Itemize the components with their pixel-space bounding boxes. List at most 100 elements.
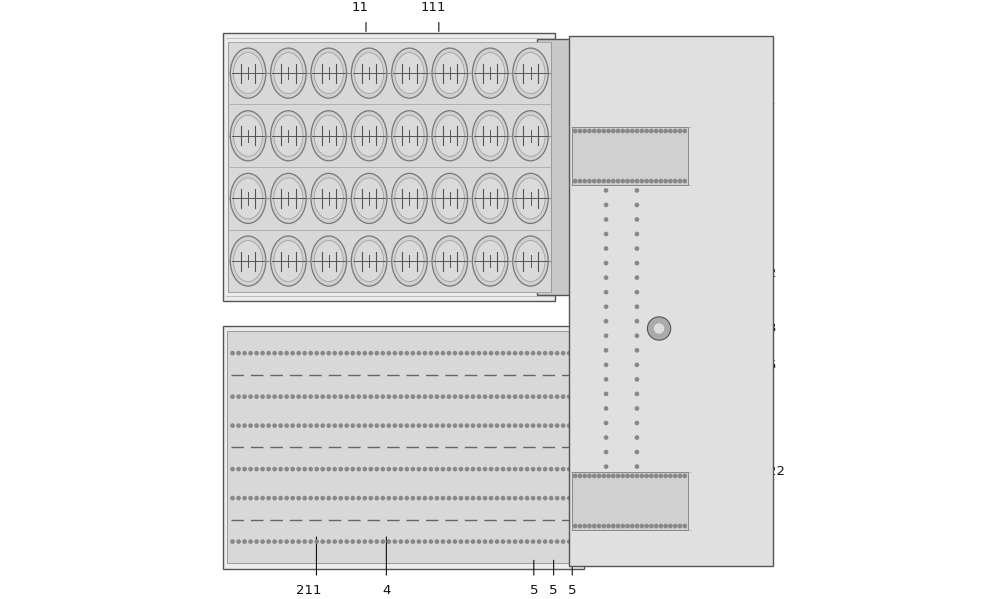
Ellipse shape xyxy=(230,111,266,161)
Circle shape xyxy=(612,180,615,183)
Circle shape xyxy=(635,407,639,410)
Circle shape xyxy=(635,261,639,265)
Circle shape xyxy=(369,497,372,500)
Circle shape xyxy=(604,465,608,468)
Circle shape xyxy=(664,524,667,528)
Circle shape xyxy=(267,424,270,427)
Circle shape xyxy=(507,424,511,427)
Circle shape xyxy=(549,424,553,427)
Circle shape xyxy=(607,180,610,183)
Circle shape xyxy=(549,395,553,398)
Ellipse shape xyxy=(355,53,384,93)
Circle shape xyxy=(471,395,475,398)
Circle shape xyxy=(659,180,663,183)
Circle shape xyxy=(339,540,342,543)
Circle shape xyxy=(273,540,276,543)
Ellipse shape xyxy=(271,111,306,161)
Circle shape xyxy=(659,129,663,132)
Circle shape xyxy=(279,467,282,471)
Circle shape xyxy=(417,352,421,355)
Circle shape xyxy=(556,497,559,500)
Circle shape xyxy=(327,395,330,398)
Circle shape xyxy=(237,540,240,543)
Ellipse shape xyxy=(274,178,303,219)
Circle shape xyxy=(447,497,451,500)
Ellipse shape xyxy=(230,48,266,98)
Circle shape xyxy=(495,497,499,500)
Circle shape xyxy=(604,450,608,453)
Circle shape xyxy=(674,474,677,477)
Circle shape xyxy=(483,424,487,427)
Circle shape xyxy=(423,424,427,427)
Circle shape xyxy=(369,424,372,427)
Circle shape xyxy=(321,424,324,427)
Ellipse shape xyxy=(271,236,306,286)
Ellipse shape xyxy=(435,53,464,93)
Circle shape xyxy=(363,497,366,500)
Circle shape xyxy=(435,395,439,398)
Circle shape xyxy=(604,320,608,323)
Circle shape xyxy=(664,474,667,477)
Ellipse shape xyxy=(395,241,424,282)
Circle shape xyxy=(435,352,439,355)
Circle shape xyxy=(417,395,421,398)
Circle shape xyxy=(279,540,282,543)
Circle shape xyxy=(309,467,312,471)
Circle shape xyxy=(309,395,312,398)
Circle shape xyxy=(626,129,629,132)
Ellipse shape xyxy=(314,115,343,156)
Circle shape xyxy=(339,352,342,355)
Circle shape xyxy=(607,524,610,528)
Circle shape xyxy=(411,540,415,543)
Circle shape xyxy=(574,524,577,528)
Circle shape xyxy=(339,467,342,471)
Circle shape xyxy=(387,395,390,398)
Circle shape xyxy=(303,424,306,427)
Circle shape xyxy=(604,261,608,265)
Circle shape xyxy=(659,474,663,477)
Circle shape xyxy=(635,465,639,468)
Circle shape xyxy=(291,467,294,471)
Circle shape xyxy=(243,395,246,398)
Circle shape xyxy=(669,524,672,528)
Ellipse shape xyxy=(351,48,387,98)
Circle shape xyxy=(459,497,463,500)
Circle shape xyxy=(635,218,639,221)
Circle shape xyxy=(519,497,523,500)
Circle shape xyxy=(650,524,653,528)
Circle shape xyxy=(471,424,475,427)
Ellipse shape xyxy=(392,111,427,161)
Circle shape xyxy=(429,395,433,398)
Circle shape xyxy=(309,540,312,543)
Circle shape xyxy=(678,129,682,132)
Circle shape xyxy=(597,129,601,132)
Circle shape xyxy=(604,247,608,250)
Circle shape xyxy=(645,129,648,132)
Circle shape xyxy=(417,540,421,543)
Circle shape xyxy=(640,524,643,528)
Circle shape xyxy=(483,540,487,543)
Circle shape xyxy=(465,352,469,355)
Circle shape xyxy=(315,467,318,471)
Circle shape xyxy=(602,524,605,528)
Circle shape xyxy=(543,540,547,543)
Circle shape xyxy=(519,352,523,355)
Circle shape xyxy=(315,497,318,500)
Circle shape xyxy=(297,467,300,471)
Circle shape xyxy=(495,540,499,543)
Ellipse shape xyxy=(234,241,263,282)
Circle shape xyxy=(519,395,523,398)
Circle shape xyxy=(255,467,258,471)
Circle shape xyxy=(626,180,629,183)
Circle shape xyxy=(635,421,639,425)
Circle shape xyxy=(674,180,677,183)
Circle shape xyxy=(543,352,547,355)
Circle shape xyxy=(640,129,643,132)
Circle shape xyxy=(321,497,324,500)
Circle shape xyxy=(243,497,246,500)
Circle shape xyxy=(315,352,318,355)
Circle shape xyxy=(655,524,658,528)
Circle shape xyxy=(375,352,378,355)
Circle shape xyxy=(345,540,348,543)
Circle shape xyxy=(363,467,366,471)
